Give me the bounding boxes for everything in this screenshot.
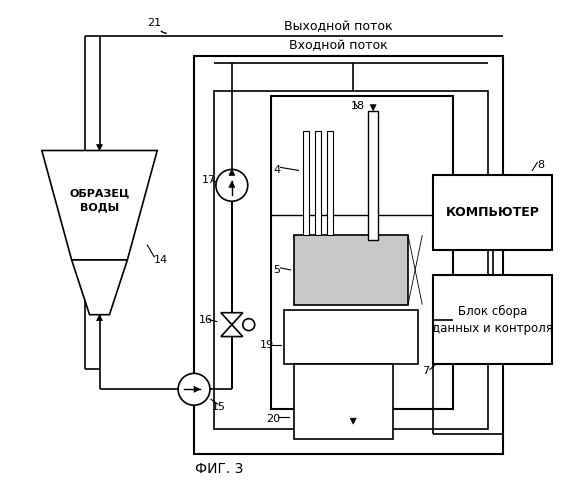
Circle shape: [243, 318, 254, 330]
Polygon shape: [221, 312, 243, 324]
Bar: [214, 91, 487, 429]
Polygon shape: [97, 314, 102, 320]
Text: ФИГ. 3: ФИГ. 3: [195, 462, 243, 476]
Bar: [283, 310, 418, 364]
Text: 14: 14: [154, 255, 168, 265]
Polygon shape: [370, 104, 376, 110]
Text: КОМПЬЮТЕР: КОМПЬЮТЕР: [446, 206, 540, 219]
Text: Блок сбора
данных и контроля: Блок сбора данных и контроля: [432, 304, 553, 334]
Text: 4: 4: [273, 166, 280, 175]
Polygon shape: [221, 324, 243, 336]
Circle shape: [216, 170, 248, 201]
Circle shape: [178, 374, 210, 405]
Text: 15: 15: [212, 402, 226, 412]
Text: 21: 21: [147, 18, 161, 28]
Text: 20: 20: [266, 414, 281, 424]
Bar: [271, 96, 453, 409]
Polygon shape: [97, 144, 102, 150]
Text: 7: 7: [423, 366, 429, 376]
Polygon shape: [229, 182, 235, 188]
Text: 8: 8: [537, 160, 544, 170]
Polygon shape: [194, 386, 200, 392]
Bar: [294, 235, 408, 304]
Text: 16: 16: [199, 314, 213, 324]
Polygon shape: [72, 260, 127, 314]
Text: 18: 18: [351, 100, 365, 110]
Bar: [294, 364, 393, 439]
Text: 19: 19: [260, 340, 274, 349]
Polygon shape: [350, 418, 356, 424]
Bar: [368, 110, 378, 240]
Bar: [433, 176, 552, 250]
Bar: [194, 56, 503, 454]
Bar: [303, 130, 310, 235]
Text: 17: 17: [202, 176, 216, 186]
Bar: [433, 275, 552, 364]
Bar: [327, 130, 333, 235]
Text: ОБРАЗЕЦ
ВОДЫ: ОБРАЗЕЦ ВОДЫ: [69, 188, 130, 212]
Text: 5: 5: [273, 265, 280, 275]
Polygon shape: [42, 150, 157, 260]
Polygon shape: [229, 170, 235, 175]
Text: Входной поток: Входной поток: [289, 40, 388, 52]
Bar: [315, 130, 321, 235]
Text: Выходной поток: Выходной поток: [284, 20, 392, 32]
